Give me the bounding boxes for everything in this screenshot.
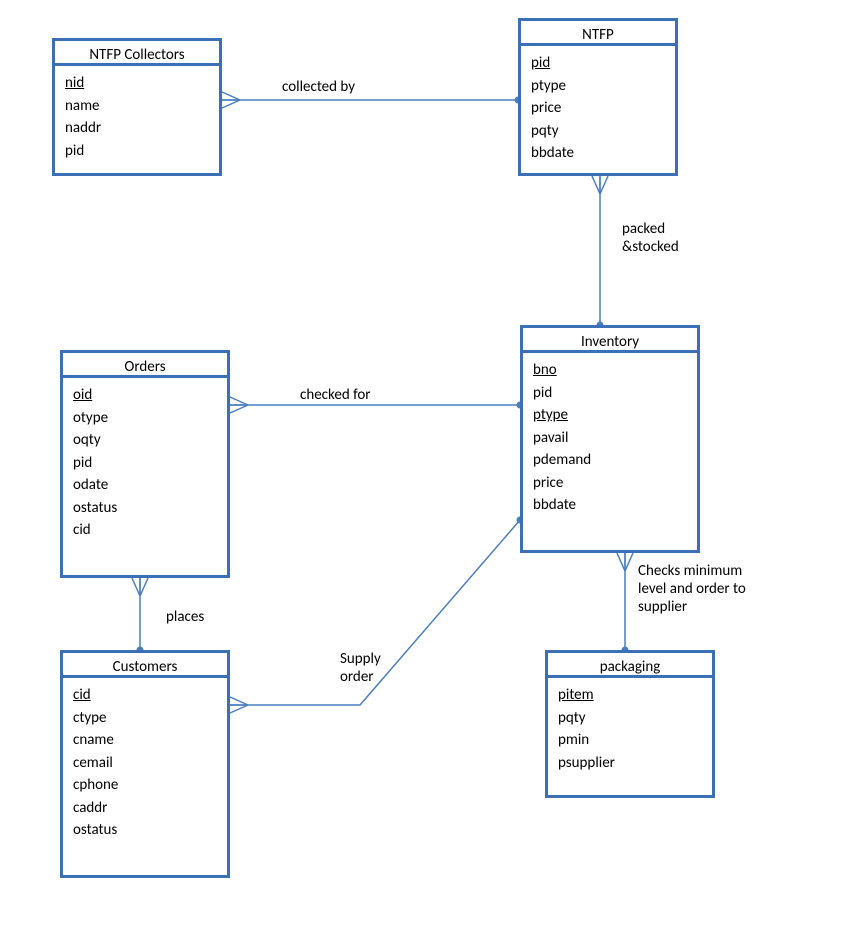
rel-label-collected-by: collected by (282, 78, 355, 96)
attr-ostatus: ostatus (73, 819, 217, 842)
entity-attrs: oidotypeoqtypidodateostatuscid (60, 378, 230, 578)
attr-pid: pid (65, 140, 209, 163)
attr-price: price (531, 97, 665, 120)
entity-title: NTFP Collectors (52, 38, 222, 66)
attr-pqty: pqty (531, 120, 665, 143)
attr-bno: bno (533, 359, 687, 382)
entity-title: NTFP (518, 18, 678, 46)
rel-label-checks-min: Checks minimum level and order to suppli… (638, 562, 746, 616)
attr-ptype: ptype (533, 404, 687, 427)
entity-orders: Ordersoidotypeoqtypidodateostatuscid (60, 350, 230, 578)
attr-psupplier: psupplier (558, 752, 702, 775)
attr-bbdate: bbdate (531, 142, 665, 165)
entity-attrs: pidptypepricepqtybbdate (518, 46, 678, 176)
er-diagram-canvas: NTFP CollectorsnidnamenaddrpidNTFPpidpty… (0, 0, 850, 945)
attr-cid: cid (73, 684, 217, 707)
rel-label-places: places (166, 608, 204, 626)
attr-nid: nid (65, 72, 209, 95)
attr-price: price (533, 472, 687, 495)
attr-caddr: caddr (73, 797, 217, 820)
entity-title: packaging (545, 650, 715, 678)
attr-cphone: cphone (73, 774, 217, 797)
rel-label-checked-for: checked for (300, 386, 371, 404)
entity-attrs: nidnamenaddrpid (52, 66, 222, 176)
attr-oid: oid (73, 384, 217, 407)
entity-inventory: Inventorybnopidptypepavailpdemandpricebb… (520, 325, 700, 553)
entity-packaging: packagingpitempqtypminpsupplier (545, 650, 715, 798)
attr-ptype: ptype (531, 75, 665, 98)
attr-odate: odate (73, 474, 217, 497)
attr-otype: otype (73, 407, 217, 430)
entity-attrs: cidctypecnamecemailcphonecaddrostatus (60, 678, 230, 878)
attr-name: name (65, 95, 209, 118)
entity-attrs: bnopidptypepavailpdemandpricebbdate (520, 353, 700, 553)
rel-label-supply-order: Supply order (340, 650, 381, 686)
attr-pmin: pmin (558, 729, 702, 752)
attr-cemail: cemail (73, 752, 217, 775)
entity-title: Inventory (520, 325, 700, 353)
attr-cid: cid (73, 519, 217, 542)
attr-pid: pid (533, 382, 687, 405)
attr-pid: pid (73, 452, 217, 475)
entity-title: Customers (60, 650, 230, 678)
entity-ntfp: NTFPpidptypepricepqtybbdate (518, 18, 678, 176)
attr-pqty: pqty (558, 707, 702, 730)
entity-collectors: NTFP Collectorsnidnamenaddrpid (52, 38, 222, 176)
attr-cname: cname (73, 729, 217, 752)
entity-attrs: pitempqtypminpsupplier (545, 678, 715, 798)
attr-pdemand: pdemand (533, 449, 687, 472)
entity-title: Orders (60, 350, 230, 378)
entity-customers: Customerscidctypecnamecemailcphonecaddro… (60, 650, 230, 878)
attr-bbdate: bbdate (533, 494, 687, 517)
attr-oqty: oqty (73, 429, 217, 452)
attr-naddr: naddr (65, 117, 209, 140)
attr-ostatus: ostatus (73, 497, 217, 520)
attr-ctype: ctype (73, 707, 217, 730)
attr-pavail: pavail (533, 427, 687, 450)
attr-pitem: pitem (558, 684, 702, 707)
attr-pid: pid (531, 52, 665, 75)
rel-label-packed-stocked: packed &stocked (622, 220, 679, 256)
